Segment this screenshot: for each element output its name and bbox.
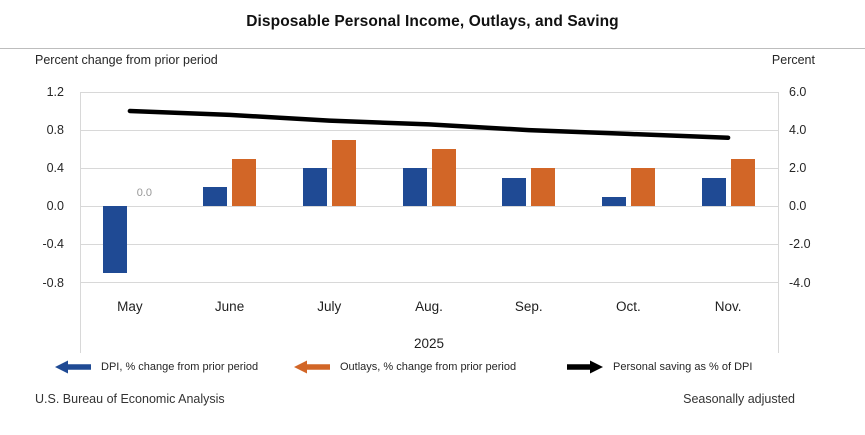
bar-outlays-july bbox=[331, 139, 356, 207]
month-label: July bbox=[317, 299, 342, 314]
title-divider bbox=[0, 48, 865, 49]
year-label: 2025 bbox=[413, 336, 445, 351]
y-axis-tick-left: 0.0 bbox=[46, 199, 64, 214]
gridline bbox=[80, 282, 778, 283]
legend-label: Personal saving as % of DPI bbox=[613, 361, 753, 373]
chart-title: Disposable Personal Income, Outlays, and… bbox=[246, 13, 619, 30]
bar-dpi-may bbox=[103, 206, 128, 273]
bar-dpi-july bbox=[302, 168, 327, 207]
month-label: May bbox=[117, 299, 143, 314]
left-arrow-icon bbox=[294, 360, 330, 374]
bar-outlays-sep bbox=[531, 168, 556, 207]
bar-dpi-nov bbox=[701, 177, 726, 207]
legend-arrow-shape bbox=[567, 360, 603, 374]
plot-frame-left bbox=[80, 92, 81, 353]
gridline bbox=[80, 129, 778, 131]
seasonally-adjusted-label: Seasonally adjusted bbox=[683, 392, 795, 406]
source-label: U.S. Bureau of Economic Analysis bbox=[35, 392, 225, 406]
bar-dpi-aug bbox=[402, 168, 427, 207]
y-axis-tick-right: 2.0 bbox=[789, 161, 807, 176]
y-axis-tick-left: -0.4 bbox=[42, 237, 64, 252]
bar-outlays-june bbox=[232, 158, 257, 207]
legend-arrow-shape bbox=[55, 360, 91, 374]
legend-label: Outlays, % change from prior period bbox=[340, 361, 517, 373]
bar-outlays-oct bbox=[630, 168, 655, 207]
bar-dpi-oct bbox=[601, 196, 626, 207]
legend-arrow-shape bbox=[294, 360, 330, 374]
bar-outlays-aug bbox=[431, 149, 456, 207]
y-axis-tick-right: -4.0 bbox=[789, 275, 811, 290]
y-axis-tick-right: 4.0 bbox=[789, 123, 807, 138]
month-label: Nov. bbox=[714, 299, 742, 314]
month-label: Sep. bbox=[514, 299, 543, 314]
personal-saving-line bbox=[127, 108, 731, 140]
left-axis-unit-label: Percent change from prior period bbox=[35, 53, 218, 67]
legend-label: DPI, % change from prior period bbox=[101, 361, 259, 373]
gridline bbox=[80, 91, 778, 93]
gridline bbox=[80, 243, 778, 245]
legend-item-dpi: DPI, % change from prior period bbox=[55, 360, 258, 374]
month-label: Aug. bbox=[415, 299, 443, 314]
zero-value-label: 0.0 bbox=[136, 187, 152, 200]
gridline bbox=[80, 205, 778, 207]
month-label: June bbox=[214, 299, 245, 314]
y-axis-tick-left: 0.4 bbox=[46, 161, 64, 176]
legend-item-outlays: Outlays, % change from prior period bbox=[294, 360, 516, 374]
right-arrow-icon bbox=[567, 360, 603, 374]
plot-frame-right bbox=[778, 92, 779, 353]
y-axis-tick-right: 6.0 bbox=[789, 85, 807, 99]
y-axis-tick-left: 0.8 bbox=[46, 123, 64, 138]
gridline bbox=[80, 167, 778, 169]
bar-dpi-june bbox=[203, 187, 228, 207]
bar-dpi-sep bbox=[502, 177, 527, 207]
y-axis-tick-right: 0.0 bbox=[789, 199, 807, 214]
bar-outlays-nov bbox=[730, 158, 755, 207]
y-axis-tick-left: -0.8 bbox=[42, 275, 64, 290]
right-axis-unit-label: Percent bbox=[771, 53, 815, 67]
y-axis-tick-right: -2.0 bbox=[789, 237, 811, 252]
left-arrow-icon bbox=[55, 360, 91, 374]
y-axis-tick-left: 1.2 bbox=[46, 85, 64, 99]
month-label: Oct. bbox=[616, 299, 641, 314]
legend-item-saving: Personal saving as % of DPI bbox=[567, 360, 752, 374]
